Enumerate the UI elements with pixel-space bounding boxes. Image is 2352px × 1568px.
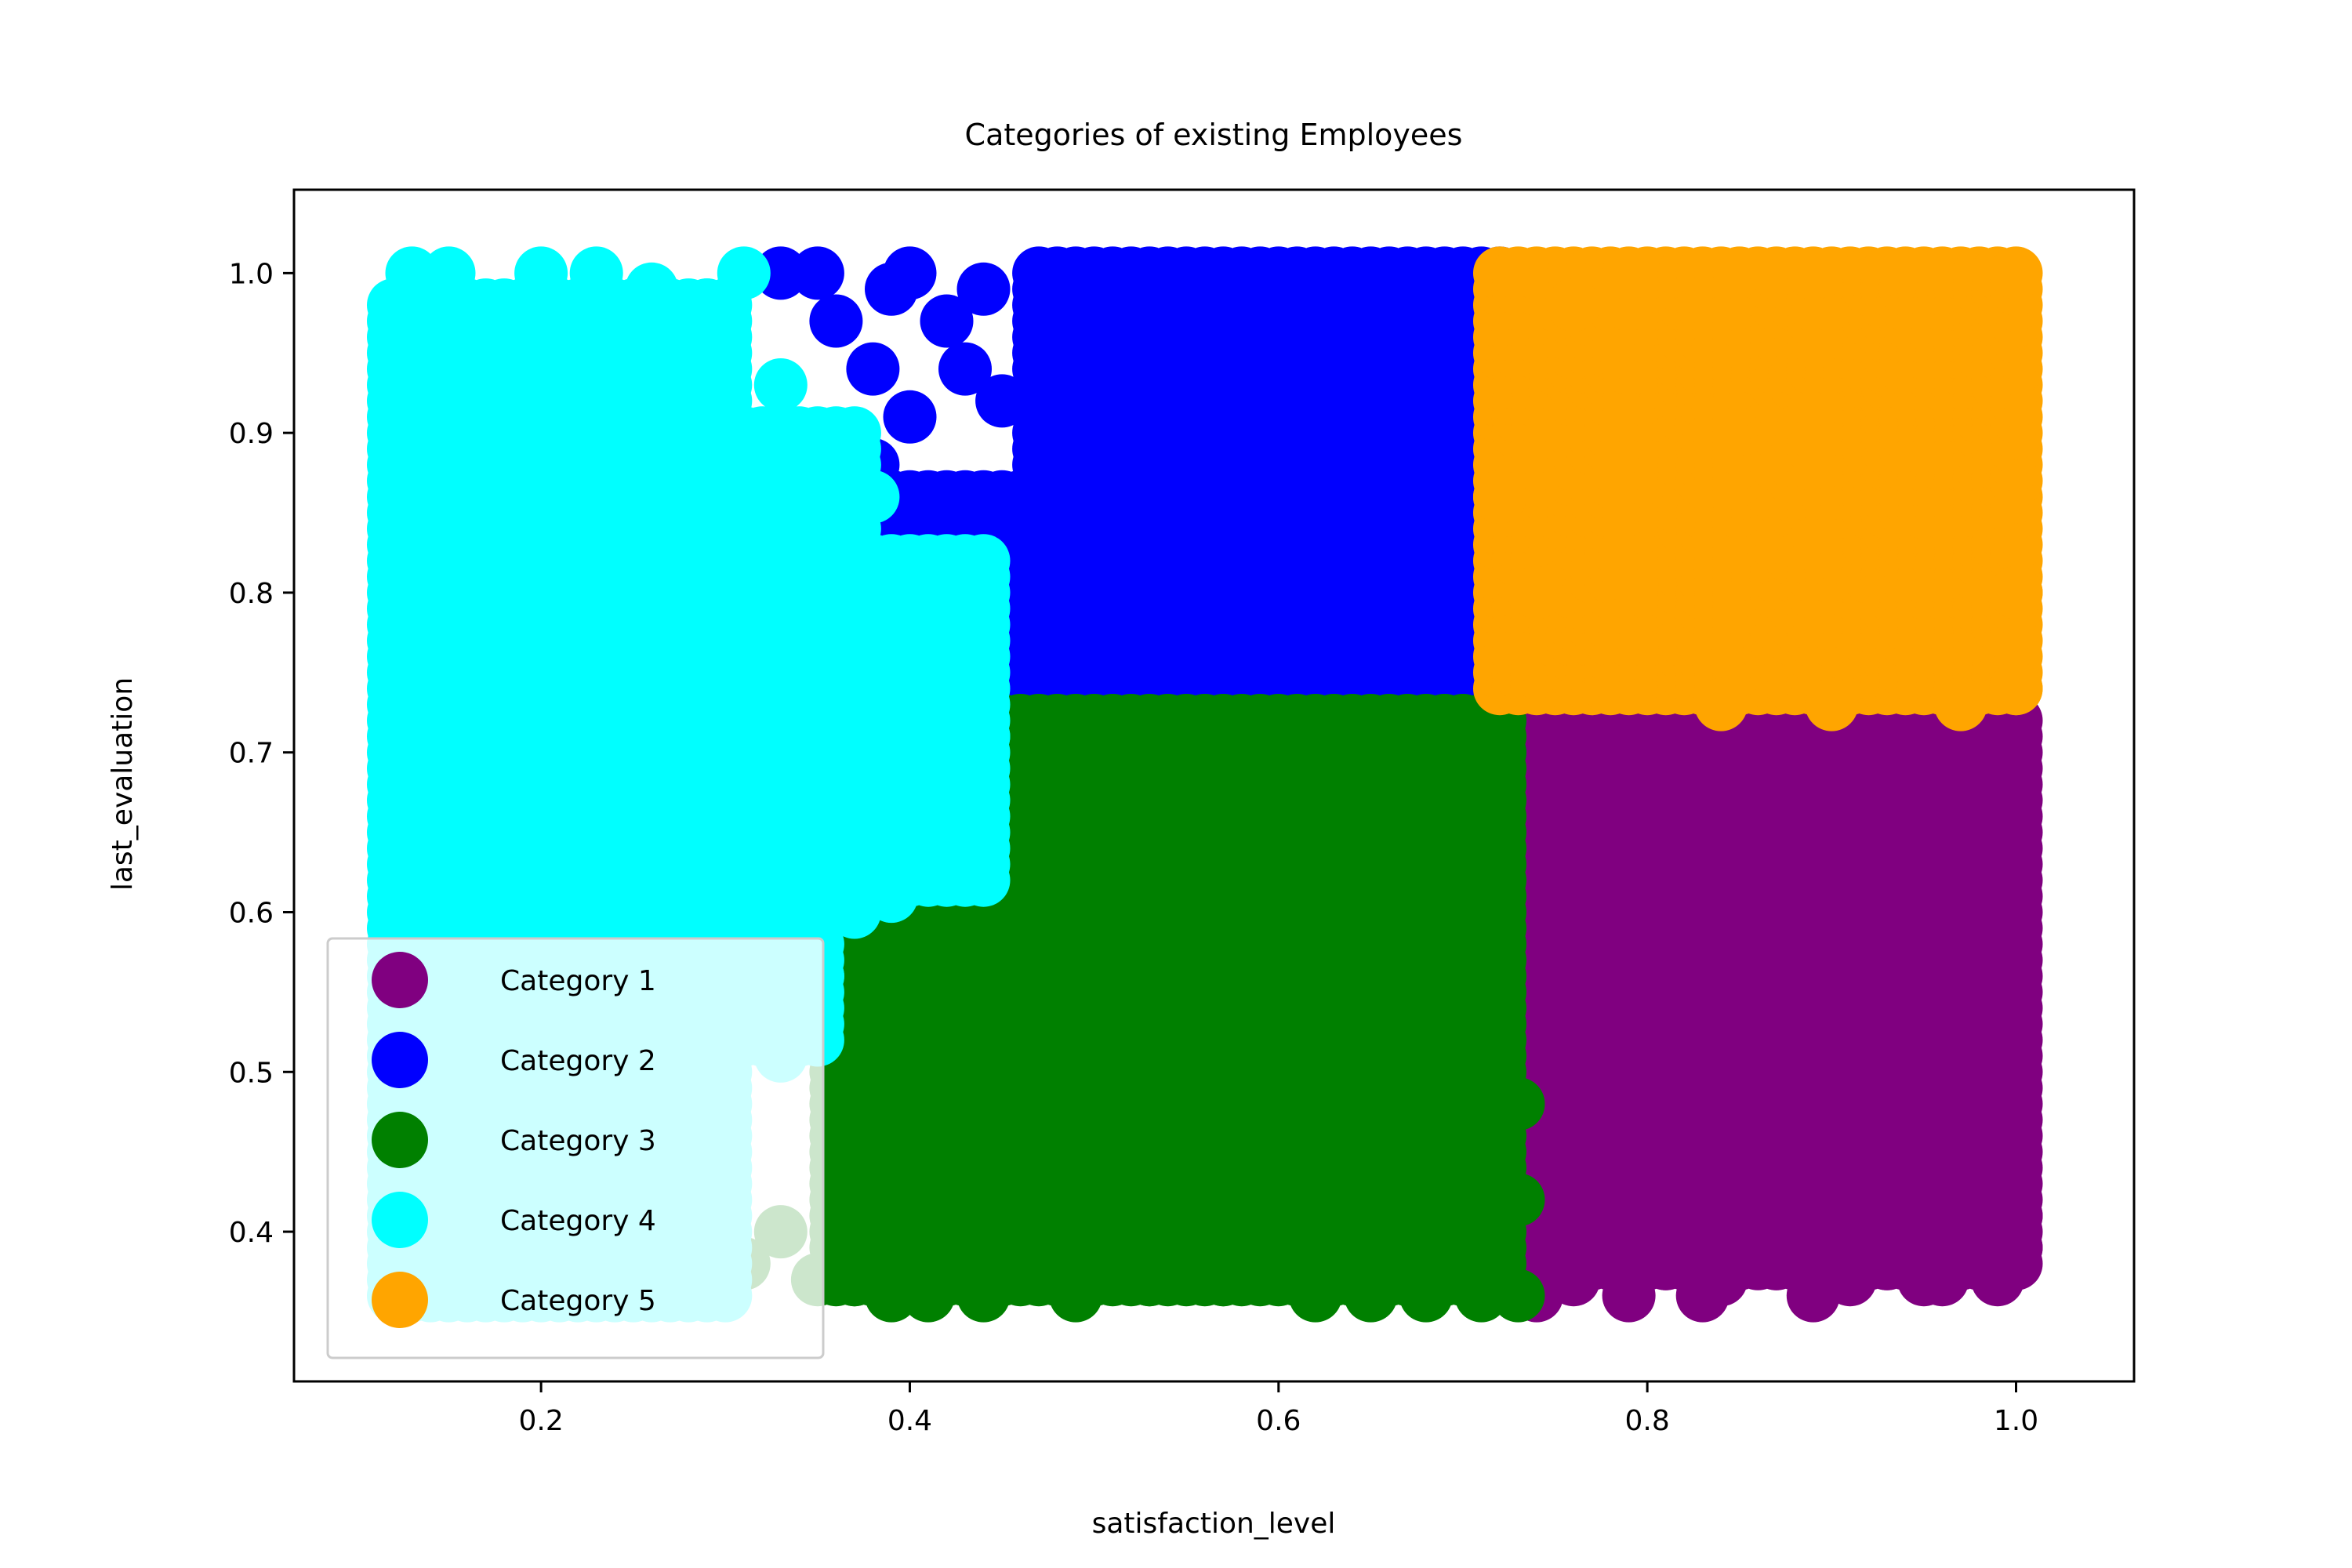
data-point [1749, 1236, 1803, 1290]
data-point [1344, 1269, 1398, 1323]
data-point [846, 565, 900, 619]
series-5-points [1473, 246, 2043, 731]
data-point [938, 662, 992, 716]
data-point [938, 342, 992, 396]
data-point [1712, 1189, 1766, 1243]
data-point [956, 262, 1011, 316]
data-point [902, 1269, 955, 1323]
data-point [902, 614, 955, 668]
data-point [827, 885, 881, 939]
data-point [422, 246, 476, 300]
data-point [846, 470, 900, 524]
data-point [790, 246, 844, 300]
data-point [1491, 1173, 1545, 1227]
data-point [1049, 1269, 1103, 1323]
data-point [753, 246, 808, 300]
data-point [1639, 1236, 1693, 1290]
data-point [1123, 1253, 1177, 1307]
data-point [1491, 1269, 1545, 1323]
data-point [753, 358, 808, 412]
data-point [1491, 1077, 1545, 1131]
series-1-points [1473, 694, 2043, 1323]
data-point [1952, 1156, 2006, 1210]
data-point [1602, 1269, 1656, 1323]
data-point [1694, 1253, 1748, 1307]
data-point [569, 246, 623, 300]
data-point [1768, 1173, 1822, 1227]
data-point [920, 773, 974, 827]
data-point [1547, 1253, 1601, 1307]
data-point [1989, 1189, 2043, 1243]
data-point [1842, 1189, 1896, 1243]
data-point [514, 246, 568, 300]
data-point [883, 390, 937, 444]
data-point [883, 822, 937, 875]
data-point [865, 262, 918, 316]
data-point [625, 262, 679, 316]
data-point [680, 278, 734, 332]
series-3-points [717, 694, 1545, 1323]
data-point [956, 1269, 1011, 1323]
data-point [975, 374, 1029, 428]
data-point [1012, 597, 1066, 652]
data-point [920, 294, 974, 348]
data-point [1915, 1253, 1969, 1307]
data-point [846, 342, 900, 396]
data-point [790, 437, 844, 492]
data-point [956, 710, 1011, 764]
data-point [1288, 1269, 1342, 1323]
data-point [1971, 1093, 2024, 1147]
data-point [1012, 470, 1066, 524]
data-point [956, 534, 1011, 588]
data-point [1399, 1269, 1453, 1323]
data-point [809, 294, 863, 348]
data-point [1196, 1253, 1250, 1307]
